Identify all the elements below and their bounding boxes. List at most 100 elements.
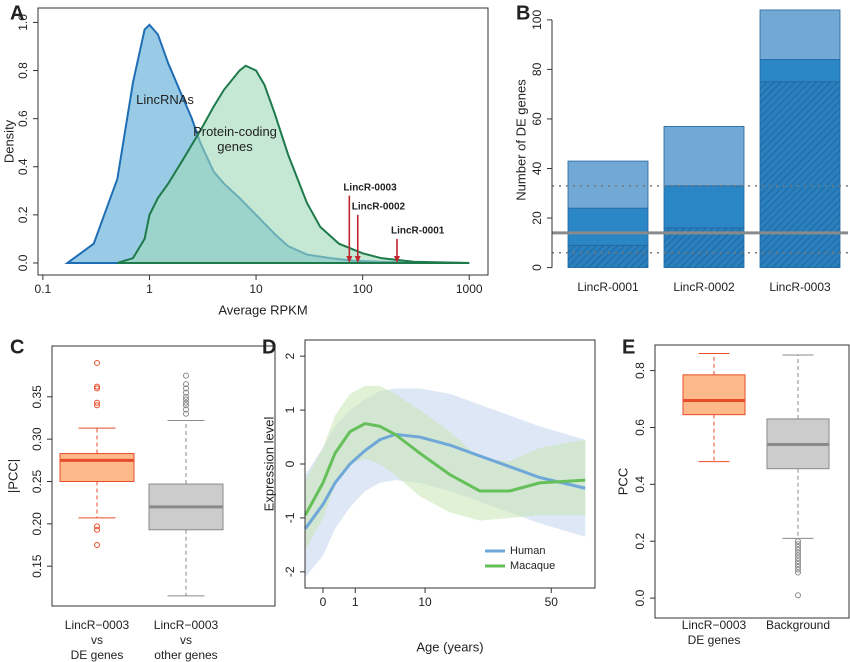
legend-label: Human — [510, 545, 545, 557]
y-tick-label: 60 — [530, 112, 544, 126]
plot-frame — [51, 345, 276, 607]
x-tick-label: LincR-0001 — [577, 280, 639, 294]
y-tick-label: 1 — [283, 406, 297, 413]
y-axis-label: |PCC| — [5, 459, 20, 493]
x-tick-label: 10 — [249, 282, 263, 296]
outlier — [183, 393, 189, 400]
x-tick-label: vs — [180, 633, 192, 647]
panel-label: C — [10, 336, 24, 358]
y-tick-label: -1 — [283, 512, 297, 523]
y-tick-label: 0.4 — [633, 476, 647, 493]
y-tick-label: 0.8 — [633, 362, 647, 379]
x-tick-label: LincR-0002 — [673, 280, 735, 294]
y-tick-label: 0.2 — [633, 533, 647, 550]
annotation-label: LincR-0003 — [343, 182, 397, 193]
outlier — [183, 389, 189, 396]
y-tick-label: 0.8 — [16, 62, 30, 79]
y-tick-label: 0 — [283, 460, 297, 467]
panel-label: D — [262, 336, 276, 358]
outlier — [94, 359, 100, 366]
x-tick-label: DE genes — [688, 633, 741, 647]
y-tick-label: 20 — [530, 211, 544, 225]
x-tick-label: 1 — [352, 595, 359, 609]
y-tick-label: 0.6 — [16, 110, 30, 127]
y-tick-label: 0.4 — [16, 158, 30, 175]
outlier — [183, 402, 189, 409]
panel-label: B — [516, 2, 530, 24]
y-axis-label: PCC — [615, 468, 630, 495]
bar-segment — [567, 207, 649, 246]
outlier — [183, 372, 189, 379]
x-tick-label: LincR−0003 — [65, 618, 130, 632]
box — [682, 374, 746, 416]
x-tick-label: LincR−0003 — [682, 618, 747, 632]
hatch-overlay — [760, 81, 840, 268]
y-tick-label: 0.2 — [16, 206, 30, 223]
arrow-head — [393, 255, 400, 263]
outlier — [795, 560, 801, 567]
outlier — [795, 543, 801, 550]
annotation-label: LincR-0002 — [352, 202, 406, 213]
y-tick-label: 100 — [530, 10, 544, 30]
series-label: LincRNAs — [136, 92, 194, 107]
y-tick-label: 0.20 — [30, 512, 44, 536]
bar-segment — [663, 125, 745, 187]
outlier — [795, 549, 801, 556]
x-tick-label: 1000 — [456, 282, 483, 296]
hatch-overlay — [568, 245, 648, 268]
outlier — [795, 558, 801, 565]
outlier — [795, 538, 801, 545]
x-tick-label: 50 — [545, 595, 559, 609]
outlier — [183, 406, 189, 413]
panel-label: A — [10, 2, 24, 24]
density-area — [117, 64, 470, 264]
outlier — [94, 402, 100, 409]
outlier — [183, 396, 189, 403]
arrow-head — [346, 255, 353, 263]
y-tick-label: 0.6 — [633, 419, 647, 436]
y-tick-label: 0.15 — [30, 554, 44, 578]
panel-label: E — [622, 336, 635, 358]
bar-segment — [567, 160, 649, 209]
y-tick-label: 0.0 — [633, 589, 647, 606]
bar-segment — [759, 59, 841, 83]
y-tick-label: 0.25 — [30, 470, 44, 494]
outlier — [94, 399, 100, 406]
outlier — [795, 563, 801, 570]
outlier — [795, 592, 801, 599]
x-tick-label: vs — [91, 633, 103, 647]
y-tick-label: -2 — [283, 566, 297, 577]
y-tick-label: 1.0 — [16, 14, 30, 31]
x-tick-label: 0.1 — [35, 282, 52, 296]
y-axis-label: Number of DE genes — [513, 79, 528, 201]
x-tick-label: DE genes — [71, 648, 124, 662]
outlier — [94, 383, 100, 390]
arrow-head — [354, 255, 361, 263]
y-tick-label: 0 — [530, 264, 544, 271]
y-tick-label: 0.35 — [30, 385, 44, 409]
x-tick-label: 100 — [353, 282, 373, 296]
outlier — [183, 410, 189, 417]
outlier — [795, 546, 801, 553]
outlier — [94, 385, 100, 392]
outlier — [795, 555, 801, 562]
y-tick-label: 2 — [283, 353, 297, 360]
outlier — [183, 385, 189, 392]
x-tick-label: 0 — [320, 595, 327, 609]
outlier — [795, 552, 801, 559]
x-tick-label: LincR-0003 — [769, 280, 831, 294]
y-axis-label: Expression level — [261, 417, 276, 512]
x-axis-label: Age (years) — [416, 639, 483, 654]
y-tick-label: 0.30 — [30, 427, 44, 451]
plot-frame — [654, 344, 850, 619]
x-tick-label: 1 — [146, 282, 153, 296]
bar-segment — [759, 9, 841, 60]
x-axis-label: Average RPKM — [218, 302, 307, 317]
x-tick-label: other genes — [154, 648, 217, 662]
outlier — [183, 381, 189, 388]
x-tick-label: LincR−0003 — [154, 618, 219, 632]
x-tick-label: Background — [766, 618, 830, 632]
outlier — [795, 566, 801, 573]
